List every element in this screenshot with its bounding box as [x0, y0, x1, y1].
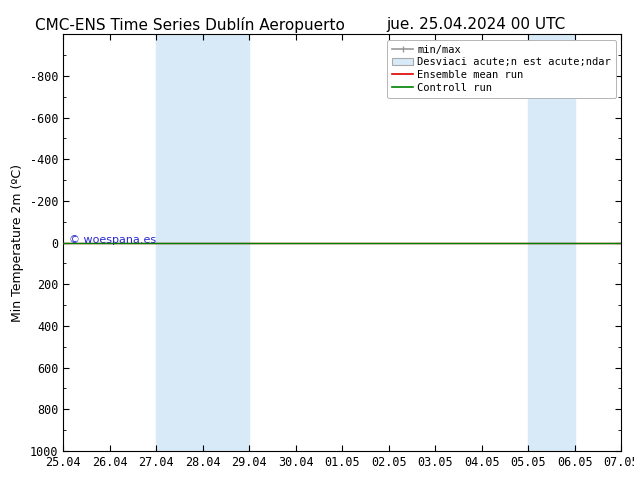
- Bar: [157, 34, 249, 451]
- Text: © woespana.es: © woespana.es: [69, 236, 156, 245]
- Text: jue. 25.04.2024 00 UTC: jue. 25.04.2024 00 UTC: [386, 17, 565, 32]
- Text: CMC-ENS Time Series Dublín Aeropuerto: CMC-ENS Time Series Dublín Aeropuerto: [36, 17, 345, 33]
- Y-axis label: Min Temperature 2m (ºC): Min Temperature 2m (ºC): [11, 164, 25, 321]
- Bar: [528, 34, 575, 451]
- Legend: min/max, Desviaci acute;n est acute;ndar, Ensemble mean run, Controll run: min/max, Desviaci acute;n est acute;ndar…: [387, 40, 616, 98]
